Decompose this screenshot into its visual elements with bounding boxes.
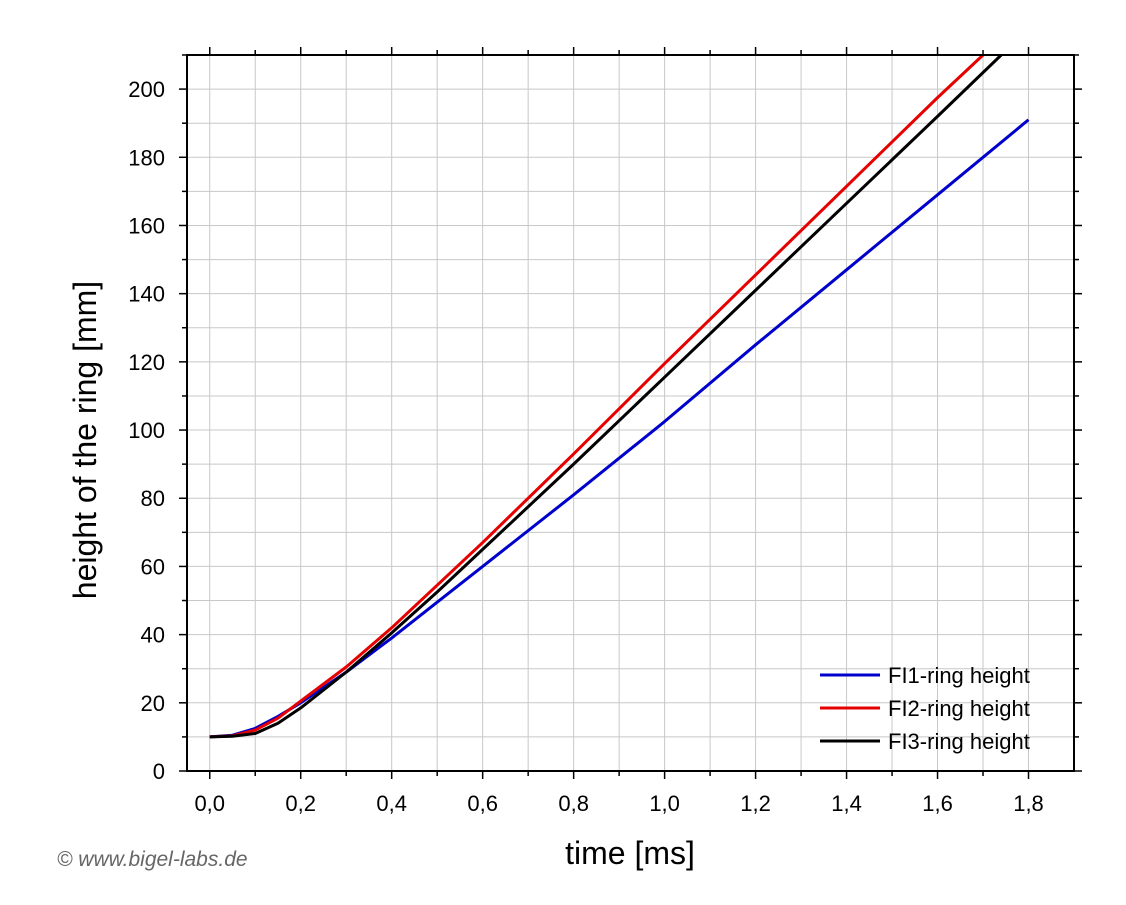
legend-label-1: FI1-ring height — [888, 663, 1030, 688]
x-tick-label: 0,4 — [376, 791, 407, 816]
x-tick-label: 1,8 — [1013, 791, 1044, 816]
y-tick-label: 200 — [128, 77, 165, 102]
plot-frame — [186, 54, 1075, 772]
legend-label-3: FI3-ring height — [888, 729, 1030, 754]
x-tick-label: 1,4 — [831, 791, 862, 816]
y-tick-label: 140 — [128, 282, 165, 307]
x-tick-label: 1,0 — [649, 791, 680, 816]
y-tick-label: 0 — [153, 759, 165, 784]
y-tick-label: 120 — [128, 350, 165, 375]
x-tick-label: 0,8 — [558, 791, 589, 816]
series-line-3 — [209, 55, 1003, 739]
series-line-1 — [209, 118, 1030, 739]
series-lines — [209, 55, 1030, 739]
legend-label-2: FI2-ring height — [888, 696, 1030, 721]
y-tick-label: 20 — [141, 691, 165, 716]
grid-lines — [187, 54, 1074, 772]
series-line-2 — [209, 55, 985, 739]
y-tick-label: 160 — [128, 213, 165, 238]
x-tick-label: 0,0 — [194, 791, 225, 816]
legend: FI1-ring height FI2-ring height FI3-ring h… — [820, 663, 1030, 754]
x-tick-label: 0,2 — [285, 791, 316, 816]
y-tick-label: 80 — [141, 486, 165, 511]
y-tick-label: 60 — [141, 554, 165, 579]
y-axis-title: height of the ring [mm] — [67, 281, 103, 599]
y-tick-label: 100 — [128, 418, 165, 443]
y-tick-label: 180 — [128, 145, 165, 170]
x-tick-label: 0,6 — [467, 791, 498, 816]
y-tick-label: 40 — [141, 623, 165, 648]
x-axis-title: time [ms] — [565, 835, 695, 871]
copyright-watermark: © www.bigel-labs.de — [57, 848, 248, 871]
x-tick-labels: 0,0 0,2 0,4 0,6 0,8 1,0 1,2 1,4 1,6 1,8 — [194, 791, 1043, 816]
x-tick-label: 1,2 — [740, 791, 771, 816]
axis-ticks — [179, 47, 1082, 779]
y-tick-labels: 0 20 40 60 80 100 120 140 160 180 200 — [128, 77, 165, 784]
x-tick-label: 1,6 — [922, 791, 953, 816]
